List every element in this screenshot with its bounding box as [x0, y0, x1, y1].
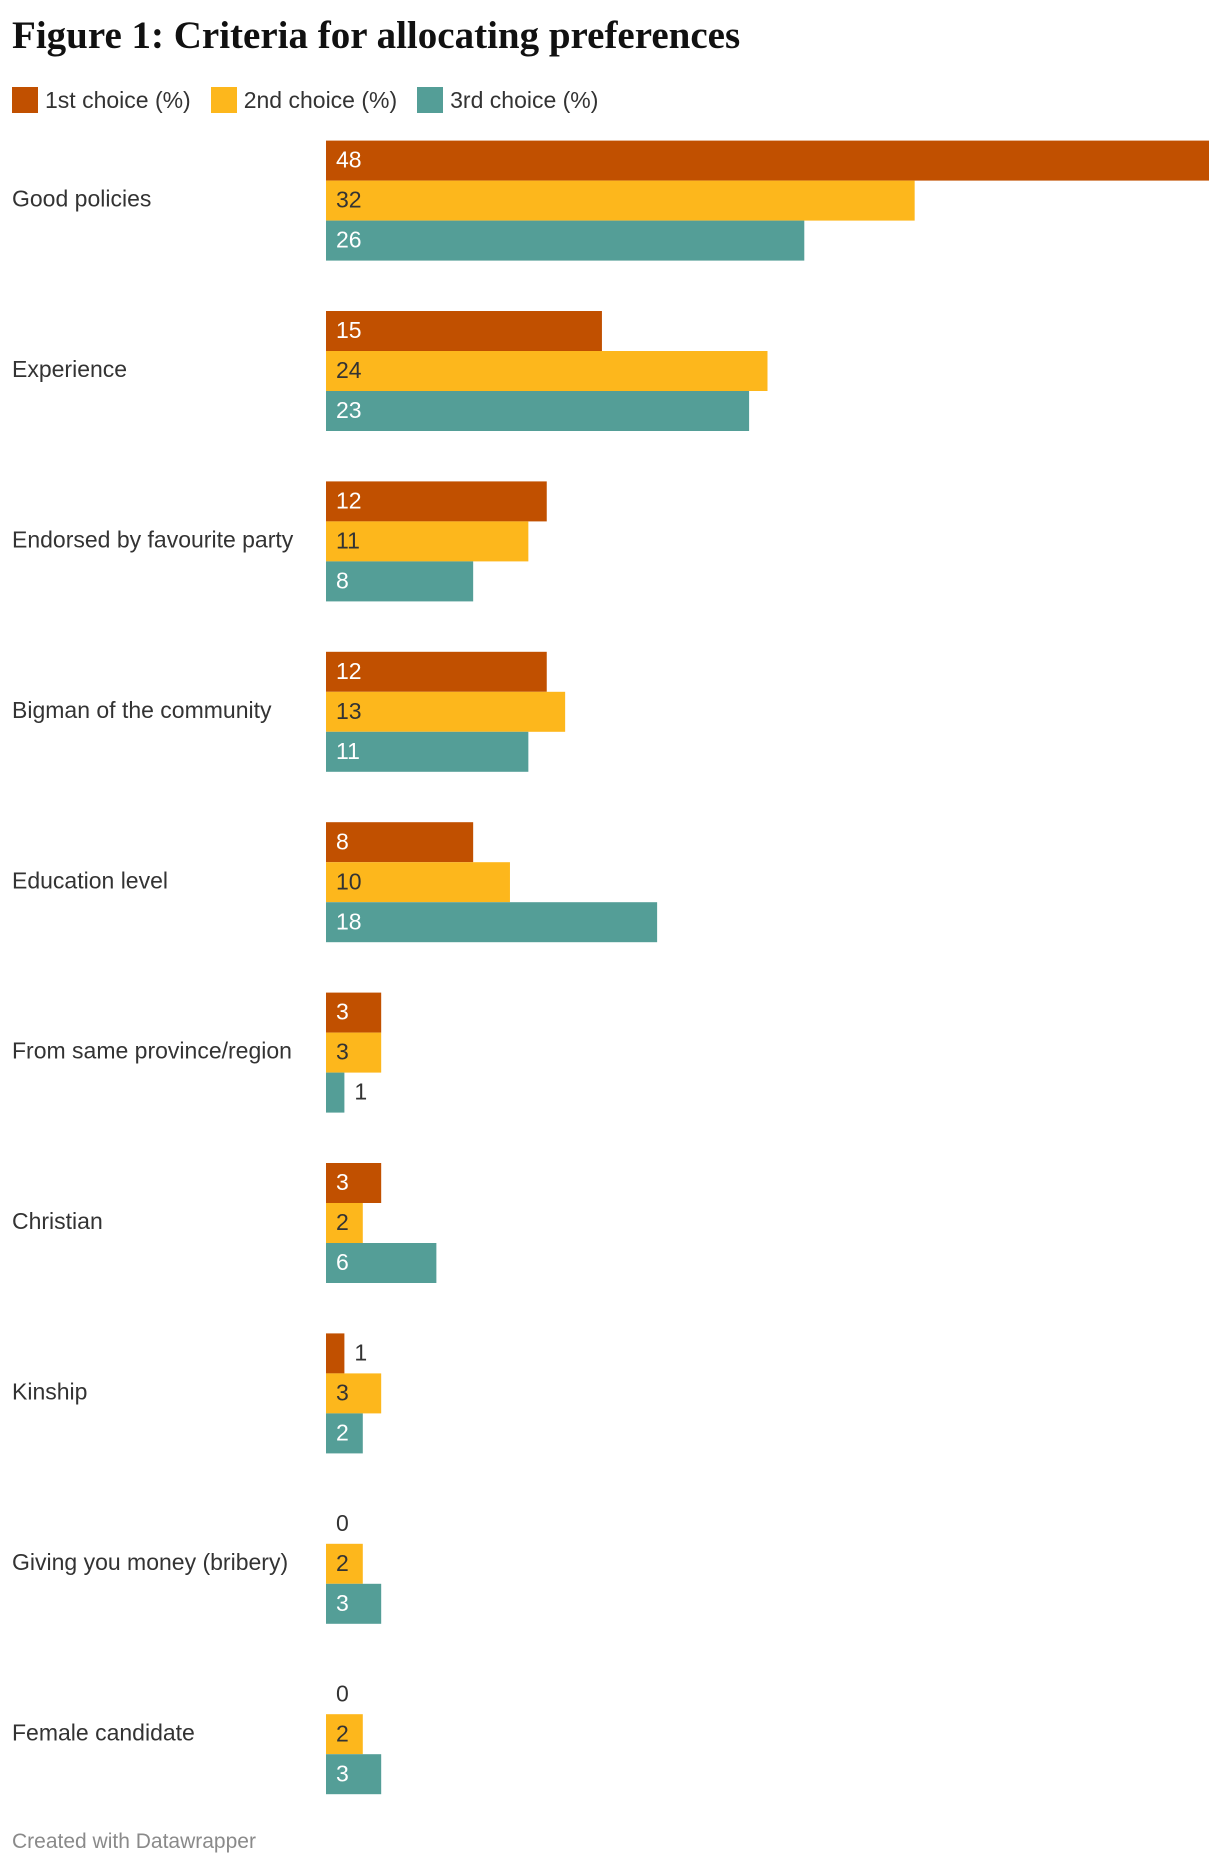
category-label: Education level — [12, 867, 168, 893]
bar-2nd-choice — [326, 1032, 382, 1073]
value-label-3rd-choice: 11 — [336, 738, 360, 764]
bar-3rd-choice — [326, 1754, 382, 1795]
value-label-2nd-choice: 13 — [336, 698, 362, 724]
bar-1st-choice — [326, 140, 1209, 181]
bar-3rd-choice — [326, 1583, 382, 1624]
bar-2nd-choice — [326, 180, 915, 221]
category-label: Bigman of the community — [12, 697, 272, 723]
legend-label-2nd-choice: 2nd choice (%) — [243, 86, 398, 113]
bar-2nd-choice — [326, 521, 529, 562]
value-label-3rd-choice: 3 — [336, 1760, 349, 1786]
category-label: From same province/region — [12, 1038, 292, 1064]
category-label: Experience — [12, 356, 127, 382]
value-label-2nd-choice: 2 — [336, 1550, 349, 1576]
legend-item-3rd-choice: 3rd choice (%) — [417, 87, 598, 114]
bar-2nd-choice — [326, 862, 510, 903]
category-group: Endorsed by favourite party 12 11 8 — [12, 481, 547, 602]
bar-2nd-choice — [326, 1543, 363, 1584]
value-label-1st-choice: 12 — [336, 658, 362, 684]
bar-2nd-choice — [326, 1714, 363, 1755]
value-label-2nd-choice: 24 — [336, 357, 362, 383]
value-label-3rd-choice: 8 — [336, 567, 349, 593]
value-label-1st-choice: 3 — [336, 1169, 349, 1195]
bar-1st-choice — [326, 822, 474, 863]
value-label-1st-choice: 0 — [336, 1510, 349, 1536]
value-label-2nd-choice: 2 — [336, 1209, 349, 1235]
category-label: Christian — [12, 1208, 103, 1234]
category-group: Bigman of the community 12 13 11 — [12, 651, 566, 772]
value-label-1st-choice: 1 — [354, 1339, 367, 1365]
bar-3rd-choice — [326, 220, 805, 261]
value-label-1st-choice: 12 — [336, 487, 362, 513]
bar-3rd-choice — [326, 391, 750, 431]
category-group: Female candidate 0 2 3 — [12, 1680, 382, 1795]
value-label-3rd-choice: 18 — [336, 908, 362, 934]
legend-swatch-3rd-choice — [417, 87, 444, 113]
category-label: Endorsed by favourite party — [12, 526, 294, 552]
bar-1st-choice — [326, 992, 382, 1033]
value-label-2nd-choice: 32 — [336, 187, 362, 213]
value-label-1st-choice: 8 — [336, 828, 349, 854]
bar-3rd-choice — [326, 1413, 363, 1454]
bar-1st-choice — [326, 481, 547, 522]
bar-2nd-choice — [326, 1203, 363, 1243]
legend-item-2nd-choice: 2nd choice (%) — [210, 86, 398, 114]
bar-1st-choice — [326, 651, 547, 692]
legend-label-1st-choice: 1st choice (%) — [45, 86, 191, 113]
legend-label-3rd-choice: 3rd choice (%) — [450, 86, 599, 113]
category-label: Giving you money (bribery) — [12, 1549, 288, 1575]
bar-2nd-choice — [326, 351, 768, 391]
value-label-3rd-choice: 2 — [336, 1419, 349, 1445]
bar-3rd-choice — [326, 1243, 437, 1283]
value-label-2nd-choice: 3 — [336, 1039, 349, 1065]
bar-3rd-choice — [326, 731, 529, 772]
footer-credit: Created with Datawrapper — [12, 1830, 256, 1853]
bar-3rd-choice — [326, 561, 474, 602]
legend: 1st choice (%) 2nd choice (%) 3rd choice… — [12, 86, 598, 114]
value-label-2nd-choice: 11 — [336, 527, 360, 553]
value-label-2nd-choice: 3 — [336, 1379, 349, 1405]
value-label-1st-choice: 0 — [336, 1680, 349, 1706]
category-group: Good policies 48 32 26 — [12, 140, 1209, 261]
value-label-2nd-choice: 10 — [336, 868, 362, 894]
category-label: Kinship — [12, 1378, 87, 1404]
bar-3rd-choice — [326, 1072, 345, 1113]
category-group: Christian 3 2 6 — [12, 1163, 437, 1283]
legend-swatch-1st-choice — [12, 87, 38, 113]
category-group: Experience 15 24 23 — [12, 311, 768, 431]
value-label-3rd-choice: 26 — [336, 227, 362, 253]
bar-3rd-choice — [326, 902, 658, 943]
value-label-1st-choice: 15 — [336, 317, 362, 343]
value-label-3rd-choice: 3 — [336, 1590, 349, 1616]
value-label-2nd-choice: 2 — [336, 1720, 349, 1746]
category-group: Education level 8 10 18 — [12, 822, 658, 943]
value-label-1st-choice: 48 — [336, 147, 362, 173]
category-label: Good policies — [12, 186, 151, 212]
category-label: Female candidate — [12, 1719, 195, 1745]
bar-2nd-choice — [326, 1373, 382, 1414]
value-label-3rd-choice: 6 — [336, 1249, 349, 1275]
bar-1st-choice — [326, 311, 602, 351]
legend-swatch-2nd-choice — [210, 87, 237, 113]
chart-title: Figure 1: Criteria for allocating prefer… — [12, 14, 741, 57]
bar-1st-choice — [326, 1333, 345, 1374]
legend-item-1st-choice: 1st choice (%) — [12, 87, 191, 114]
bar-1st-choice — [326, 1163, 382, 1203]
category-group: Giving you money (bribery) 0 2 3 — [12, 1510, 382, 1624]
category-group: Kinship 13 2 — [12, 1333, 382, 1454]
value-label-3rd-choice: 23 — [336, 397, 362, 423]
value-label-1st-choice: 3 — [336, 999, 349, 1025]
value-label-3rd-choice: 1 — [354, 1079, 367, 1105]
bar-2nd-choice — [326, 691, 566, 732]
